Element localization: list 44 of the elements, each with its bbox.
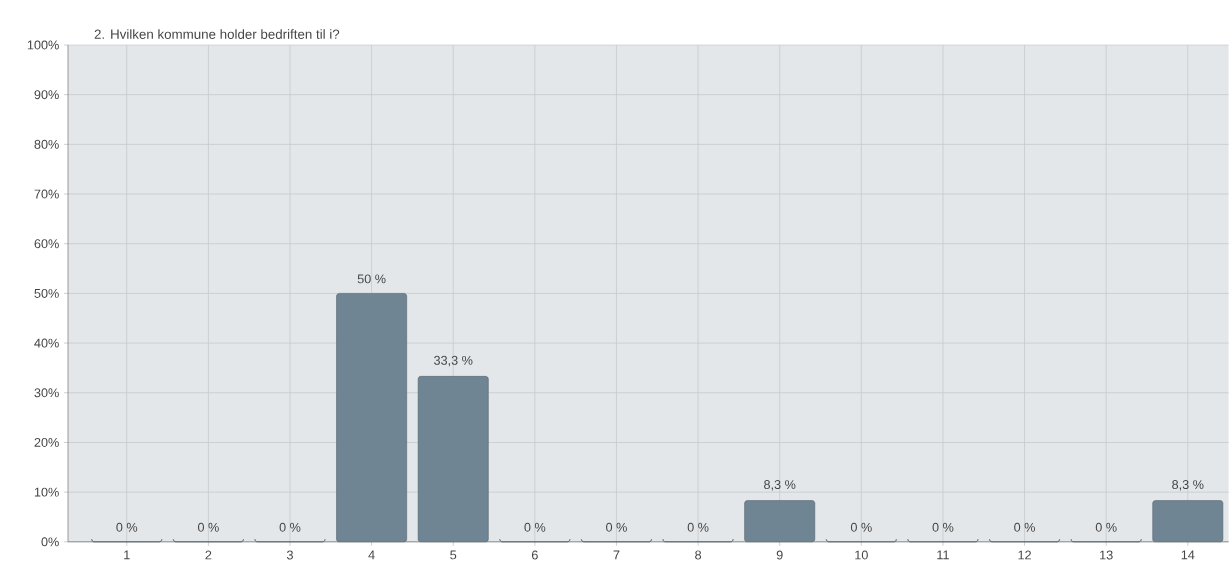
x-tick-label: 8 — [695, 550, 702, 560]
data-label: 0 % — [524, 522, 546, 532]
chart-title: 2. Hvilken kommune holder bedriften til i? — [94, 29, 340, 40]
y-tick-label: 90% — [34, 90, 59, 100]
y-tick-label: 20% — [34, 438, 59, 448]
y-tick-label: 40% — [34, 338, 59, 348]
y-tick-label: 100% — [27, 40, 59, 50]
data-label: 0 % — [687, 522, 709, 532]
x-tick-label: 10 — [855, 550, 868, 560]
x-tick-label: 11 — [937, 550, 949, 560]
y-tick-label: 0% — [41, 537, 59, 547]
x-tick-label: 9 — [776, 550, 783, 560]
y-tick-label: 10% — [34, 487, 59, 497]
x-tick-label: 12 — [1018, 550, 1031, 560]
bar — [336, 293, 407, 543]
x-tick-label: 5 — [450, 550, 457, 560]
data-label: 0 % — [279, 522, 301, 532]
y-tick-label: 80% — [34, 139, 59, 149]
x-tick-label: 2 — [205, 550, 212, 560]
x-tick-label: 13 — [1100, 550, 1113, 560]
data-label: 0 % — [1014, 522, 1036, 532]
x-tick-label: 3 — [286, 550, 293, 560]
bar — [417, 376, 489, 543]
y-tick-label: 50% — [34, 289, 59, 298]
data-label: 8,3 % — [1172, 480, 1204, 491]
data-label: 0 % — [606, 522, 627, 532]
x-tick-label: 1 — [124, 550, 130, 560]
data-label: 8,3 % — [764, 480, 796, 491]
x-tick-label: 7 — [613, 550, 620, 560]
data-label: 0 % — [850, 522, 872, 532]
data-label: 0 % — [1095, 522, 1117, 532]
data-label: 50 % — [357, 274, 386, 284]
y-tick-label: 70% — [34, 189, 59, 199]
data-label: 33,3 % — [434, 355, 473, 367]
bar — [1152, 500, 1224, 543]
y-tick-label: 60% — [34, 239, 59, 249]
y-tick-label: 30% — [34, 388, 59, 398]
x-tick-label: 14 — [1181, 550, 1195, 560]
x-tick-label: 6 — [531, 550, 538, 560]
x-tick-label: 4 — [368, 550, 375, 560]
data-label: 0 % — [197, 522, 219, 532]
bar — [744, 500, 816, 543]
data-label: 0 % — [932, 522, 954, 532]
data-label: 0 % — [116, 522, 138, 532]
